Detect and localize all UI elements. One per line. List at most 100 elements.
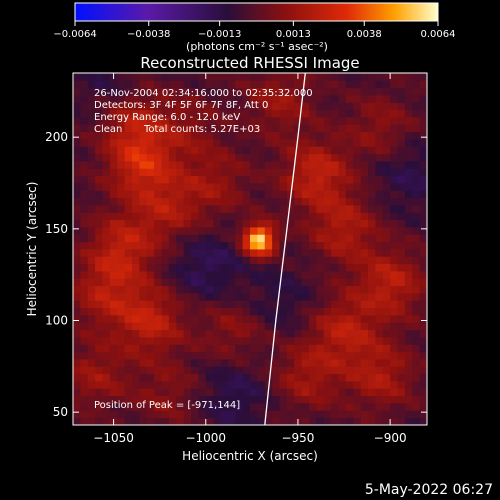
heatmap-cell	[242, 146, 251, 155]
heatmap-cell	[264, 95, 273, 103]
heatmap-cell	[250, 395, 258, 404]
heatmap-cell	[404, 278, 413, 287]
heatmap-cell	[419, 278, 427, 287]
heatmap-cell	[176, 227, 185, 235]
heatmap-cell	[309, 329, 317, 338]
heatmap-cell	[227, 95, 236, 103]
heatmap-cell	[168, 80, 177, 89]
heatmap-cell	[227, 205, 236, 213]
heatmap-cell	[412, 197, 421, 206]
heatmap-cell	[132, 410, 140, 419]
heatmap-cell	[191, 249, 199, 257]
heatmap-cell	[124, 146, 133, 155]
heatmap-cell	[397, 417, 406, 425]
heatmap-cell	[375, 102, 384, 111]
heatmap-cell	[183, 315, 192, 323]
heatmap-cell	[368, 329, 376, 338]
heatmap-cell	[117, 146, 126, 155]
heatmap-cell	[323, 351, 332, 360]
heatmap-cell	[102, 381, 111, 389]
heatmap-cell	[264, 337, 273, 345]
heatmap-cell	[397, 307, 406, 316]
heatmap-cell	[95, 175, 103, 184]
heatmap-cell	[87, 190, 96, 199]
heatmap-cell	[316, 153, 325, 162]
heatmap-cell	[272, 168, 280, 177]
heatmap-cell	[419, 373, 427, 382]
heatmap-cell	[309, 395, 317, 404]
heatmap-cell	[109, 241, 118, 250]
heatmap-cell	[353, 124, 362, 133]
heatmap-cell	[161, 249, 170, 257]
y-axis-label: Heliocentric Y (arcsec)	[25, 182, 39, 317]
heatmap-cell	[264, 410, 273, 419]
heatmap-cell	[73, 315, 81, 323]
heatmap-cell	[272, 329, 280, 338]
heatmap-cell	[220, 241, 229, 250]
heatmap-cell	[161, 403, 170, 411]
heatmap-cell	[87, 388, 96, 397]
heatmap-cell	[198, 124, 207, 133]
heatmap-cell	[316, 241, 325, 250]
heatmap-cell	[353, 293, 362, 301]
heatmap-cell	[168, 256, 177, 265]
heatmap-cell	[360, 227, 369, 235]
heatmap-cell	[176, 168, 185, 177]
heatmap-cell	[345, 190, 354, 199]
heatmap-cell	[272, 417, 280, 425]
heatmap-cell	[257, 329, 266, 338]
heatmap-cell	[345, 322, 354, 331]
heatmap-cell	[176, 131, 185, 140]
heatmap-cell	[250, 131, 258, 140]
heatmap-cell	[309, 80, 317, 89]
heatmap-cell	[404, 329, 413, 338]
heatmap-cell	[338, 227, 347, 235]
heatmap-cell	[95, 285, 103, 294]
heatmap-cell	[117, 249, 126, 257]
heatmap-cell	[316, 139, 325, 147]
heatmap-cell	[404, 117, 413, 125]
heatmap-cell	[331, 307, 339, 316]
heatmap-cell	[323, 80, 332, 89]
heatmap-cell	[213, 322, 221, 331]
heatmap-cell	[301, 293, 310, 301]
heatmap-cell	[353, 117, 362, 125]
heatmap-cell	[360, 263, 369, 272]
heatmap-cell	[183, 381, 192, 389]
heatmap-cell	[146, 102, 155, 111]
heatmap-cell	[404, 293, 413, 301]
heatmap-cell	[375, 124, 384, 133]
heatmap-cell	[235, 95, 244, 103]
heatmap-cell	[257, 366, 266, 375]
heatmap-cell	[139, 263, 148, 272]
heatmap-cell	[154, 417, 162, 425]
heatmap-cell	[161, 381, 170, 389]
heatmap-cell	[198, 146, 207, 155]
heatmap-cell	[80, 271, 89, 279]
heatmap-cell	[397, 124, 406, 133]
heatmap-cell	[294, 197, 303, 206]
heatmap-cell	[191, 73, 199, 81]
heatmap-cell	[404, 95, 413, 103]
heatmap-cell	[375, 80, 384, 89]
heatmap-cell	[368, 219, 376, 228]
heatmap-cell	[412, 87, 421, 96]
heatmap-cell	[309, 131, 317, 140]
heatmap-cell	[235, 329, 244, 338]
heatmap-cell	[124, 403, 133, 411]
heatmap-cell	[109, 271, 118, 279]
heatmap-cell	[176, 278, 185, 287]
heatmap-cell	[235, 285, 244, 294]
heatmap-cell	[139, 293, 148, 301]
heatmap-cell	[124, 366, 133, 375]
heatmap-cell	[191, 271, 199, 279]
heatmap-cell	[338, 205, 347, 213]
heatmap-cell	[353, 73, 362, 81]
heatmap-cell	[419, 212, 427, 221]
heatmap-cell	[213, 197, 221, 206]
heatmap-cell	[80, 329, 89, 338]
heatmap-cell	[286, 95, 295, 103]
heatmap-cell	[382, 139, 391, 147]
heatmap-cell	[220, 234, 229, 243]
heatmap-cell	[309, 359, 317, 367]
